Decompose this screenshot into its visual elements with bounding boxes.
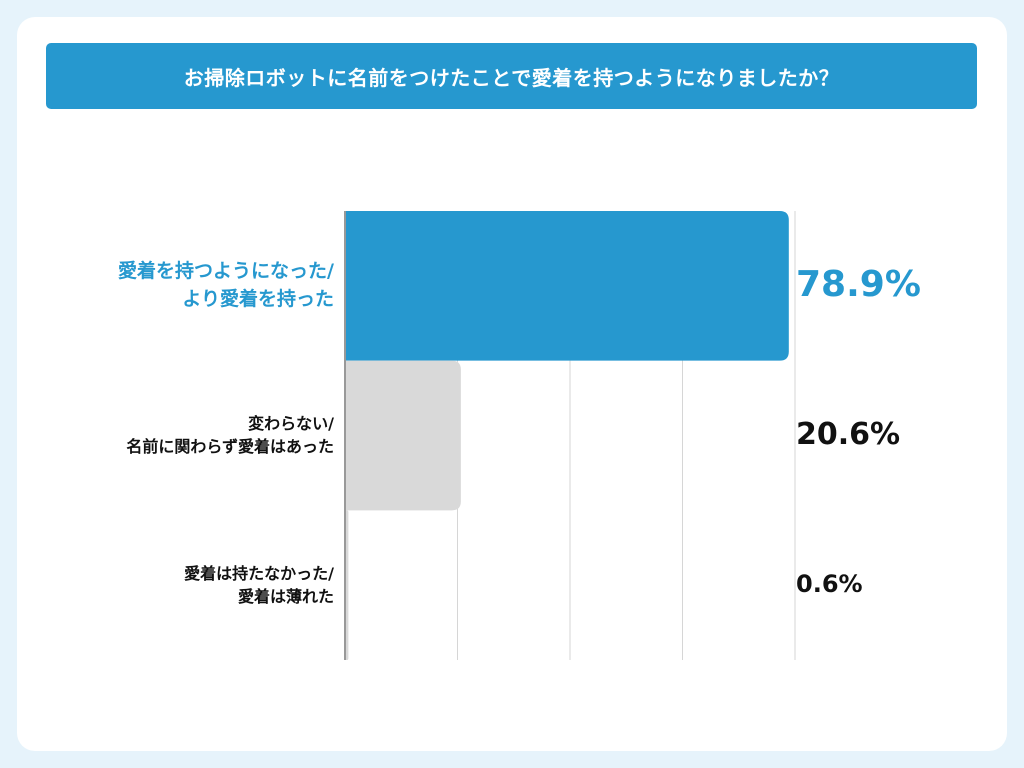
- category-label-line: 変わらない/: [248, 414, 334, 434]
- chart-card: [17, 17, 1007, 751]
- value-label: 20.6%: [796, 416, 901, 452]
- category-label-line: 愛着を持つようになった/: [118, 260, 334, 283]
- chart-title: お掃除ロボットに名前をつけたことで愛着を持つようになりましたか？: [183, 65, 840, 90]
- category-label-line: 愛着は薄れた: [237, 587, 334, 607]
- value-label: 0.6%: [796, 570, 863, 599]
- value-label: 78.9%: [796, 263, 921, 305]
- category-label: 愛着を持つようになった/より愛着を持った: [118, 258, 334, 313]
- category-label-line: 名前に関わらず愛着はあった: [126, 437, 334, 457]
- bar-1: [345, 211, 789, 361]
- bar-2: [345, 360, 461, 511]
- title-bar: お掃除ロボットに名前をつけたことで愛着を持つようになりましたか？: [46, 43, 977, 109]
- category-label: 変わらない/名前に関わらず愛着はあった: [126, 412, 334, 458]
- category-label-line: より愛着を持った: [182, 287, 334, 310]
- category-label: 愛着は持たなかった/愛着は薄れた: [184, 562, 334, 608]
- category-label-line: 愛着は持たなかった/: [184, 563, 334, 583]
